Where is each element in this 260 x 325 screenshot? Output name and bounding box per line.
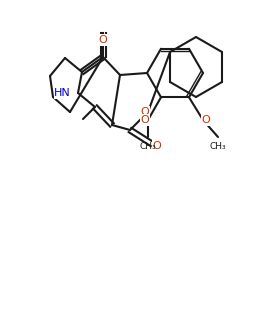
Text: O: O: [202, 115, 210, 125]
Text: O: O: [99, 35, 107, 45]
Text: O: O: [141, 115, 149, 125]
Text: CH₃: CH₃: [210, 142, 226, 151]
Text: O: O: [153, 141, 161, 151]
Text: CH₃: CH₃: [140, 142, 156, 151]
Text: HN: HN: [54, 88, 71, 98]
Text: O: O: [141, 107, 149, 117]
